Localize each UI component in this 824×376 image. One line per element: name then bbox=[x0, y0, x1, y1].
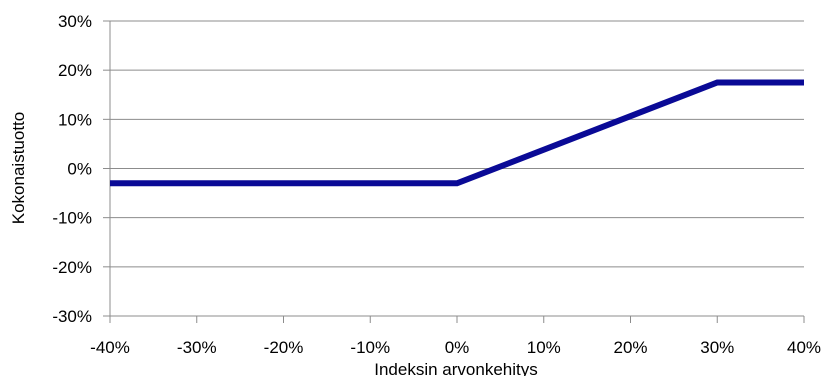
x-tick-label: -10% bbox=[350, 338, 390, 357]
x-tick-labels: -40% -30% -20% -10% 0% 10% 20% 30% 40% bbox=[90, 338, 821, 357]
y-tick-label: -30% bbox=[52, 307, 92, 326]
gridlines bbox=[110, 20, 804, 317]
y-axis-title: Kokonaistuotto bbox=[9, 112, 28, 224]
x-tick-label: -30% bbox=[177, 338, 217, 357]
x-tick-label: 10% bbox=[527, 338, 561, 357]
series-line-0 bbox=[110, 79, 804, 187]
x-tick-label: -20% bbox=[264, 338, 304, 357]
x-tick-label: 30% bbox=[700, 338, 734, 357]
y-tick-label: -20% bbox=[52, 258, 92, 277]
axes bbox=[103, 20, 805, 323]
x-tick-label: 20% bbox=[613, 338, 647, 357]
y-tick-label: 20% bbox=[58, 61, 92, 80]
x-axis-title: Indeksin arvonkehitys bbox=[374, 360, 537, 376]
x-tick-label: 40% bbox=[787, 338, 821, 357]
y-tick-label: -10% bbox=[52, 209, 92, 228]
y-tick-label: 0% bbox=[67, 160, 92, 179]
y-tick-label: 30% bbox=[58, 12, 92, 31]
y-tick-labels: -30% -20% -10% 0% 10% 20% 30% bbox=[52, 12, 92, 326]
y-tick-label: 10% bbox=[58, 110, 92, 129]
series-layer bbox=[110, 79, 804, 187]
x-tick-label: 0% bbox=[445, 338, 470, 357]
x-tick-label: -40% bbox=[90, 338, 130, 357]
